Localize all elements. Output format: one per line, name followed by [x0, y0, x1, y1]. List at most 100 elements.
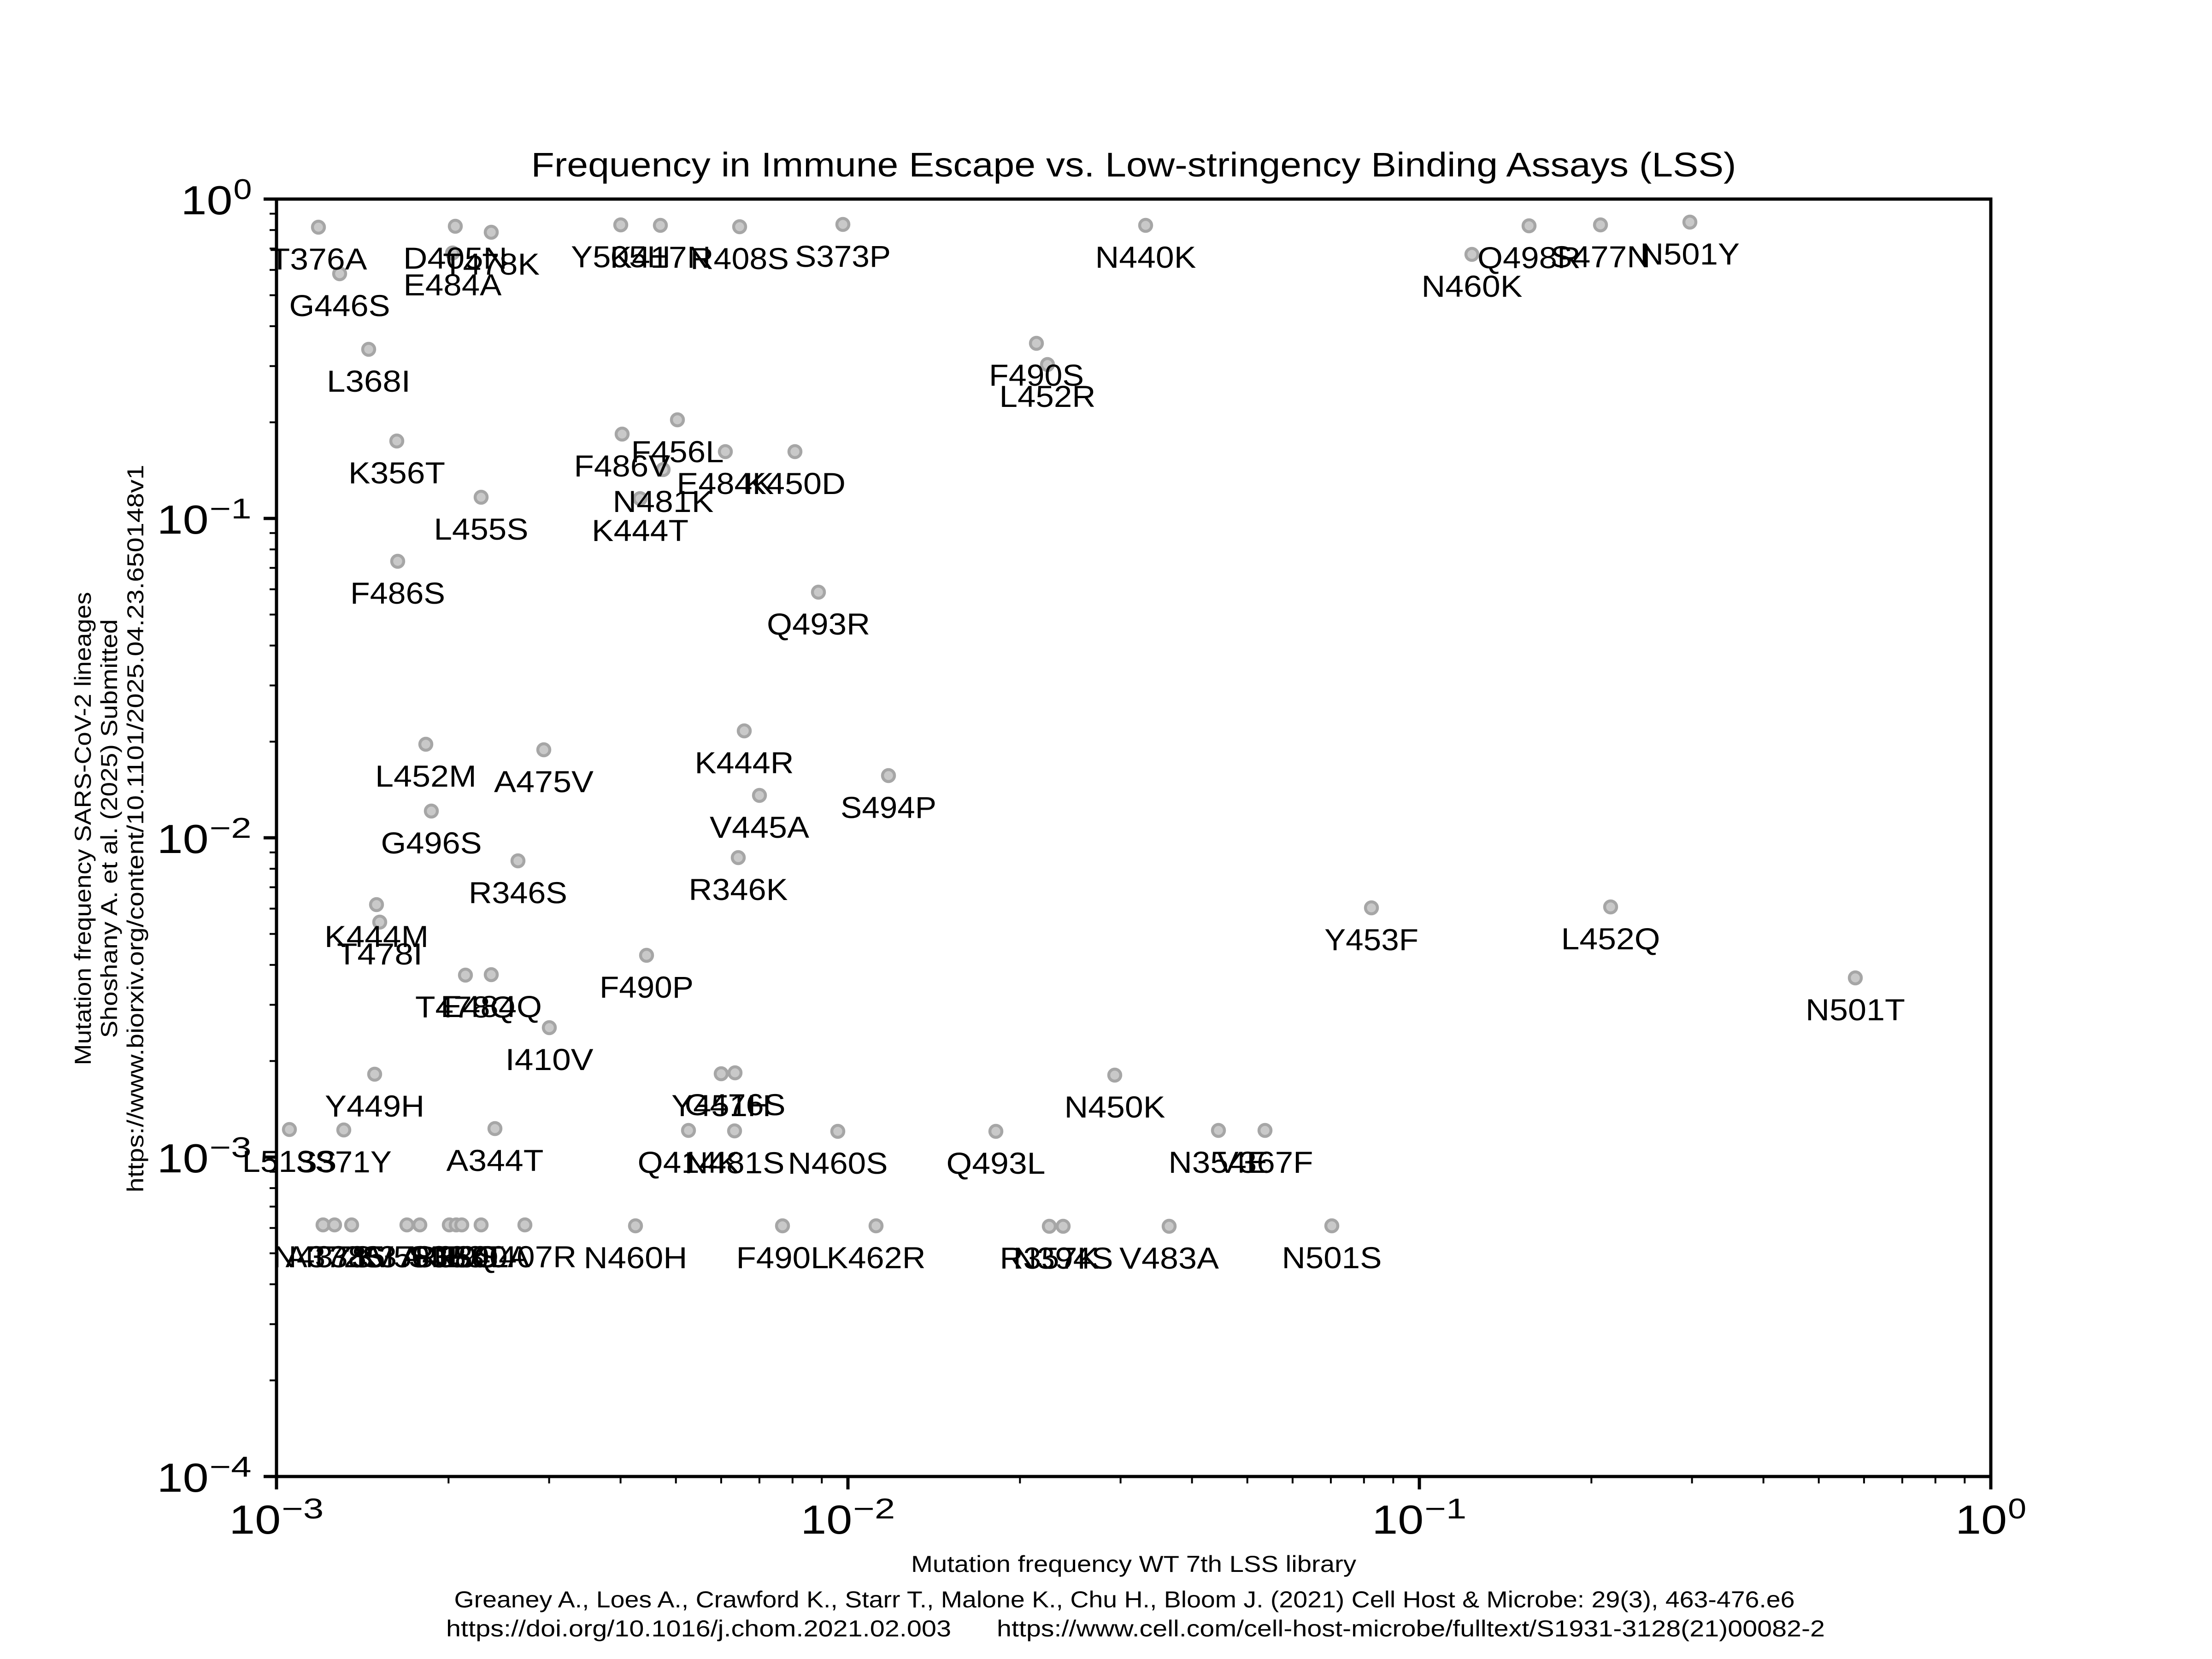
svg-text:L452R: L452R — [1000, 379, 1096, 413]
svg-text:F490P: F490P — [600, 970, 694, 1004]
svg-text:K462R: K462R — [827, 1241, 926, 1275]
svg-text:S494P: S494P — [841, 790, 936, 824]
svg-text:G496S: G496S — [381, 826, 482, 860]
svg-text:R357K: R357K — [1000, 1241, 1099, 1275]
svg-text:R346K: R346K — [689, 872, 788, 906]
svg-text:K444M: K444M — [324, 919, 429, 953]
svg-text:Y451H: Y451H — [671, 1088, 771, 1123]
svg-text:10: 10 — [157, 1135, 209, 1181]
svg-text:Mutation frequency WT 7th LSS: Mutation frequency WT 7th LSS library — [911, 1551, 1356, 1577]
svg-text:K378N: K378N — [357, 1240, 458, 1274]
svg-text:10: 10 — [1372, 1497, 1424, 1542]
svg-text:N440K: N440K — [1095, 240, 1196, 274]
svg-text:P384L: P384L — [415, 1240, 509, 1274]
svg-text:V445A: V445A — [710, 810, 809, 844]
svg-text:A372S: A372S — [286, 1240, 384, 1274]
svg-text:F486V: F486V — [574, 449, 671, 483]
svg-text:A419S: A419S — [400, 1240, 499, 1274]
svg-text:10: 10 — [800, 1497, 852, 1542]
svg-text:V483A: V483A — [1119, 1241, 1219, 1275]
svg-text:E484A: E484A — [404, 268, 502, 302]
svg-text:N394S: N394S — [1013, 1241, 1113, 1275]
svg-text:N354E: N354E — [1169, 1145, 1269, 1179]
svg-text:T478K: T478K — [443, 247, 540, 281]
svg-text:N501S: N501S — [1282, 1241, 1382, 1275]
svg-text:Y453F: Y453F — [1324, 923, 1418, 957]
svg-text:D405N: D405N — [403, 241, 507, 275]
svg-text:S371Y: S371Y — [296, 1145, 392, 1179]
svg-text:T478I: T478I — [337, 937, 423, 971]
svg-text:Y505H: Y505H — [571, 240, 671, 274]
svg-text:−3: −3 — [282, 1493, 324, 1525]
svg-text:F486S: F486S — [350, 576, 445, 610]
svg-text:−4: −4 — [210, 1451, 252, 1483]
svg-text:https://www.cell.com/cell-host: https://www.cell.com/cell-host-microbe/f… — [997, 1616, 1825, 1641]
svg-text:E484Q: E484Q — [441, 989, 542, 1024]
svg-text:T385I: T385I — [309, 1240, 394, 1274]
svg-text:Q407R: Q407R — [473, 1240, 577, 1274]
svg-text:N460S: N460S — [788, 1146, 888, 1180]
svg-text:10: 10 — [157, 1455, 209, 1500]
svg-text:E484K: E484K — [677, 466, 774, 500]
svg-text:S383T: S383T — [408, 1240, 504, 1274]
svg-text:https://doi.org/10.1016/j.chom: https://doi.org/10.1016/j.chom.2021.02.0… — [446, 1616, 951, 1641]
svg-text:G476S: G476S — [685, 1088, 786, 1122]
svg-text:Q493L: Q493L — [947, 1146, 1046, 1180]
svg-text:L452M: L452M — [375, 759, 477, 793]
svg-text:F490S: F490S — [989, 358, 1084, 392]
svg-text:G446S: G446S — [289, 288, 390, 323]
svg-text:Q493R: Q493R — [767, 607, 870, 641]
svg-text:A344T: A344T — [447, 1143, 544, 1177]
svg-text:K444R: K444R — [695, 746, 794, 780]
svg-text:T478Q: T478Q — [415, 990, 516, 1024]
svg-text:I410V: I410V — [506, 1042, 594, 1077]
svg-text:Mutation frequency SARS-CoV-2: Mutation frequency SARS-CoV-2 lineages — [70, 592, 96, 1065]
svg-text:10: 10 — [157, 816, 209, 862]
svg-text:N450K: N450K — [1065, 1090, 1165, 1124]
svg-text:0: 0 — [234, 174, 252, 206]
svg-text:Q414K: Q414K — [638, 1145, 740, 1179]
svg-text:L368I: L368I — [327, 364, 411, 398]
svg-text:K356T: K356T — [348, 456, 445, 490]
svg-text:https://www.biorxiv.org/conten: https://www.biorxiv.org/content/10.1101/… — [123, 465, 148, 1193]
svg-text:10: 10 — [1955, 1497, 2007, 1542]
svg-text:F490L: F490L — [736, 1241, 829, 1275]
svg-text:V503F: V503F — [372, 1240, 468, 1274]
svg-text:T376A: T376A — [270, 242, 367, 276]
svg-text:K444T: K444T — [592, 513, 688, 547]
svg-text:N481S: N481S — [685, 1146, 785, 1180]
svg-text:N460H: N460H — [584, 1241, 688, 1275]
svg-text:10: 10 — [229, 1497, 281, 1542]
svg-text:−1: −1 — [210, 493, 252, 525]
svg-text:0: 0 — [2008, 1493, 2026, 1525]
svg-text:L513S: L513S — [242, 1144, 337, 1178]
svg-text:10: 10 — [157, 497, 209, 542]
svg-text:N481K: N481K — [613, 484, 714, 518]
svg-text:T500A: T500A — [433, 1240, 530, 1274]
svg-text:N501Y: N501Y — [1640, 237, 1740, 271]
svg-text:Shoshany A. et al. (2025) Subm: Shoshany A. et al. (2025) Submitted — [96, 619, 122, 1038]
svg-text:Greaney A., Loes A., Crawford: Greaney A., Loes A., Crawford K., Starr … — [454, 1587, 1795, 1612]
svg-text:N501T: N501T — [1806, 993, 1905, 1027]
svg-text:R346S: R346S — [469, 876, 567, 910]
svg-text:Y449H: Y449H — [325, 1089, 424, 1123]
svg-text:S373P: S373P — [795, 239, 891, 273]
svg-text:S477N: S477N — [1551, 240, 1651, 274]
svg-text:R408S: R408S — [690, 241, 789, 276]
svg-text:10: 10 — [181, 177, 233, 223]
svg-text:−1: −1 — [1424, 1493, 1466, 1525]
svg-text:−3: −3 — [210, 1132, 252, 1164]
svg-text:Frequency in Immune Escape vs.: Frequency in Immune Escape vs. Low-strin… — [531, 146, 1736, 184]
svg-text:V367F: V367F — [1217, 1145, 1313, 1179]
svg-text:−2: −2 — [853, 1493, 895, 1525]
svg-text:N460K: N460K — [1422, 269, 1523, 303]
svg-text:N437S: N437S — [273, 1240, 373, 1274]
svg-text:F456L: F456L — [631, 435, 724, 469]
svg-text:K450D: K450D — [744, 466, 846, 500]
svg-text:L455S: L455S — [434, 512, 529, 546]
svg-text:A475V: A475V — [494, 765, 594, 799]
svg-text:Q498R: Q498R — [1477, 241, 1581, 275]
svg-text:L452Q: L452Q — [1561, 922, 1660, 956]
svg-text:−2: −2 — [210, 812, 252, 844]
svg-text:K417N: K417N — [610, 240, 711, 274]
